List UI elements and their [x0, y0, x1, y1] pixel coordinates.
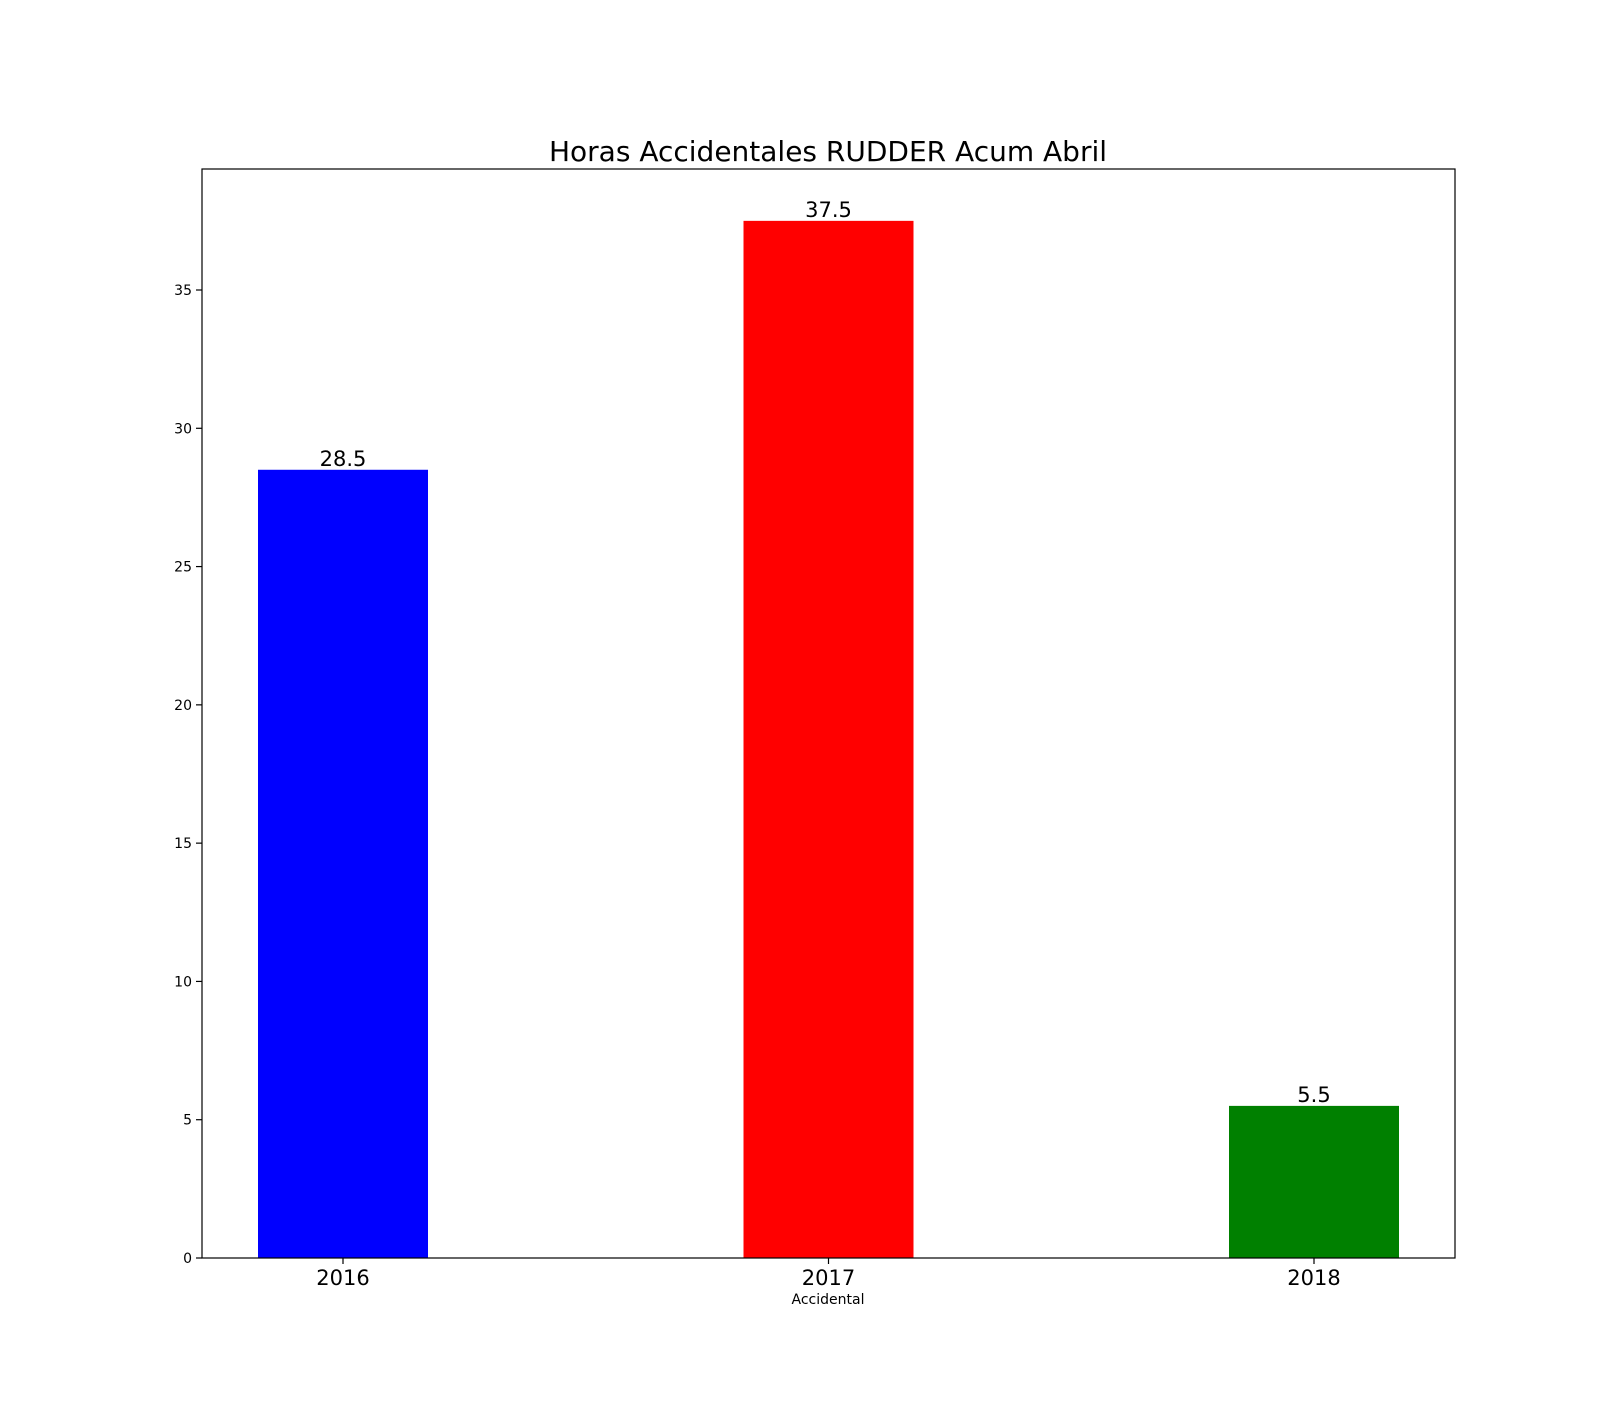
x-axis-ticks: 2016 2017 2018 [316, 1258, 1341, 1290]
y-tick-label: 20 [174, 698, 192, 714]
y-tick-label: 25 [174, 560, 192, 576]
bar-value-label: 5.5 [1297, 1083, 1330, 1107]
y-tick-label: 30 [174, 421, 192, 437]
bars [258, 220, 1399, 1258]
x-tick-label: 2016 [316, 1266, 369, 1290]
y-tick-label: 0 [183, 1251, 192, 1267]
plot-area-frame [201, 168, 1456, 1259]
bar-2018 [1229, 1105, 1399, 1258]
chart-title: Horas Accidentales RUDDER Acum Abril [549, 135, 1107, 168]
bar-value-label: 28.5 [320, 447, 367, 471]
bar-2017 [743, 220, 914, 1258]
x-tick-label: 2017 [802, 1266, 855, 1290]
x-axis-label: Accidental [792, 1292, 865, 1308]
bar-value-label: 37.5 [805, 198, 852, 222]
bar-2016 [258, 469, 428, 1258]
y-tick-label: 10 [174, 974, 192, 990]
y-tick-label: 15 [174, 836, 192, 852]
y-axis-ticks: 0 5 10 15 20 25 30 35 [174, 283, 202, 1267]
y-tick-label: 35 [174, 283, 192, 299]
y-tick-label: 5 [183, 1113, 192, 1129]
x-tick-label: 2018 [1287, 1266, 1340, 1290]
bar-value-labels: 28.5 37.5 5.5 [320, 198, 1331, 1107]
